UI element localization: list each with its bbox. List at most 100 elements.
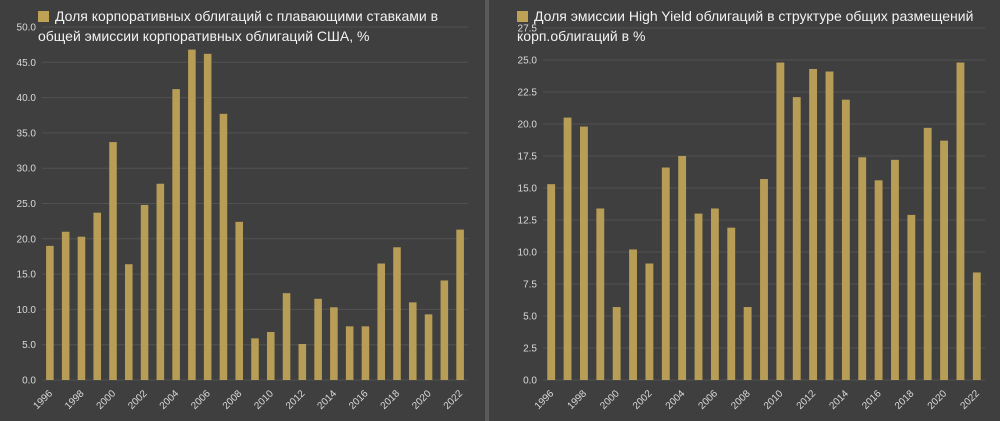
bar-1996: [46, 245, 54, 380]
y-tick-label: 5.0: [22, 340, 36, 351]
x-tick-label: 2008: [729, 388, 753, 412]
legend-right: Доля эмиссии High Yield облигаций в стру…: [517, 6, 997, 46]
y-tick-label: 25.0: [518, 56, 538, 67]
bar-2000: [612, 307, 621, 380]
bar-2013: [314, 298, 322, 380]
bar-2020: [424, 314, 433, 380]
x-tick-label: 2022: [958, 388, 982, 412]
bar-2002: [140, 204, 149, 380]
x-tick-label: 2018: [379, 388, 403, 412]
x-tick-label: 2004: [158, 388, 182, 412]
bar-2012: [298, 343, 307, 380]
y-tick-label: 40.0: [17, 93, 37, 104]
x-tick-label: 1998: [63, 388, 87, 412]
bar-2017: [891, 159, 899, 380]
bar-2001: [124, 264, 133, 380]
bar-2017: [377, 263, 386, 380]
x-tick-label: 2000: [598, 388, 622, 412]
x-tick-label: 2002: [126, 388, 150, 412]
bar-2005: [694, 213, 703, 380]
bar-2022: [456, 229, 464, 380]
y-tick-label: 0.0: [523, 376, 537, 387]
bar-chart-left: 0.0 5.0 10.0 15.0 20.0 25.0 30.0 35.0 40.0 45.0 50…: [17, 23, 468, 412]
x-tick-label: 2002: [631, 388, 655, 412]
bar-2018: [907, 214, 916, 380]
x-tick-label: 2010: [252, 388, 276, 412]
x-tick-label: 2012: [284, 388, 308, 412]
y-tick-label: 20.0: [518, 120, 538, 131]
x-tick-label: 2020: [926, 388, 950, 412]
bar-2015: [858, 157, 867, 380]
x-tick-label: 2016: [860, 388, 884, 412]
x-tick-label: 2014: [827, 388, 851, 412]
bar-2020: [940, 140, 949, 380]
bar-2012: [809, 68, 818, 381]
bar-2006: [203, 53, 212, 380]
bar-2021: [440, 280, 449, 380]
y-tick-label: 15.0: [17, 270, 37, 281]
bar-1998: [579, 126, 588, 380]
y-tick-label: 27.5: [518, 24, 538, 35]
chart-panel-left: Доля корпоративных облигаций с плавающим…: [0, 0, 485, 421]
x-tick-label: 2018: [893, 388, 917, 412]
bar-2013: [825, 71, 834, 381]
bar-2000: [109, 142, 117, 380]
x-tick-label: 2006: [696, 388, 720, 412]
bar-2004: [678, 156, 687, 380]
bar-2019: [408, 302, 417, 380]
bar-2014: [841, 99, 850, 381]
bar-2022: [972, 272, 981, 380]
bar-2011: [282, 293, 291, 380]
x-tick-label: 2012: [795, 388, 819, 412]
bar-chart-right: 0.0 2.5 5.0 7.5 10.0 12.5 15.0 17.5 20.0 22.5 25.0…: [518, 24, 985, 412]
bar-2016: [361, 326, 370, 380]
bar-2011: [792, 97, 801, 381]
y-tick-label: 50.0: [17, 23, 37, 34]
x-tick-label: 1998: [566, 388, 590, 412]
y-tick-label: 30.0: [17, 164, 37, 175]
x-tick-label: 2020: [410, 388, 434, 412]
legend-swatch: [517, 11, 528, 22]
bar-1999: [93, 212, 102, 380]
bar-2008: [235, 221, 244, 380]
x-tick-label: 2000: [95, 388, 119, 412]
y-tick-label: 7.5: [523, 280, 537, 291]
x-tick-label: 2004: [664, 388, 688, 412]
bar-2009: [760, 179, 768, 380]
y-tick-label: 45.0: [17, 58, 37, 69]
x-tick-label: 2006: [189, 388, 213, 412]
legend-label: Доля эмиссии High Yield облигаций в стру…: [517, 8, 974, 44]
x-tick-label: 2014: [315, 388, 339, 412]
y-tick-label: 10.0: [17, 305, 37, 316]
bar-2007: [219, 113, 228, 380]
bar-2001: [629, 249, 637, 380]
legend-swatch: [38, 11, 49, 22]
bar-1997: [563, 117, 572, 380]
bar-2018: [393, 247, 401, 380]
bar-2015: [345, 326, 354, 380]
y-tick-label: 2.5: [523, 344, 537, 355]
bar-2008: [743, 307, 752, 380]
bar-1997: [61, 231, 70, 380]
y-tick-label: 17.5: [518, 152, 538, 163]
bar-2002: [645, 263, 654, 380]
y-tick-label: 10.0: [518, 248, 538, 259]
bar-2010: [266, 331, 275, 380]
legend-label: Доля корпоративных облигаций с плавающим…: [38, 8, 439, 44]
bar-1996: [547, 184, 556, 380]
bar-2007: [727, 227, 736, 380]
bar-2003: [661, 167, 670, 380]
y-tick-label: 20.0: [17, 234, 37, 245]
x-tick-label: 2010: [762, 388, 786, 412]
chart-panel-right: Доля эмиссии High Yield облигаций в стру…: [489, 0, 1000, 421]
bar-2014: [330, 307, 338, 380]
y-tick-label: 0.0: [22, 376, 36, 387]
panel-divider: [485, 0, 489, 421]
x-tick-label: 1996: [31, 388, 55, 412]
legend-left: Доля корпоративных облигаций с плавающим…: [38, 6, 478, 46]
bar-2010: [776, 62, 785, 381]
bar-2005: [188, 49, 196, 380]
bar-2003: [156, 183, 165, 380]
x-tick-label: 2008: [221, 388, 245, 412]
bar-2009: [251, 338, 259, 380]
